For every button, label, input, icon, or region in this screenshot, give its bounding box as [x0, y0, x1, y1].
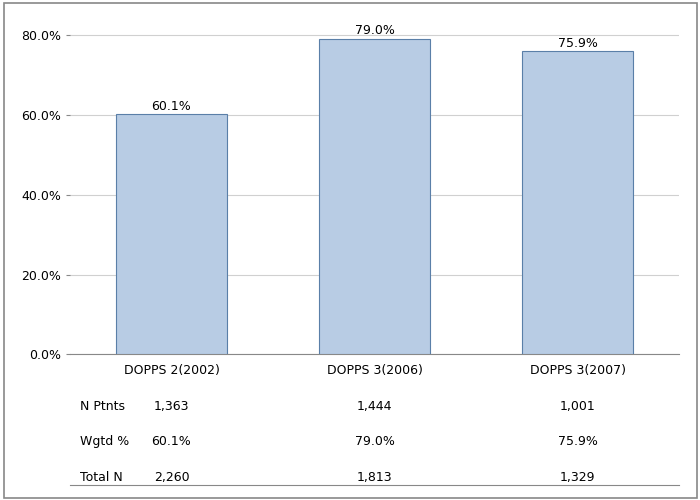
- Text: 1,813: 1,813: [357, 470, 392, 484]
- Text: DOPPS 3(2006): DOPPS 3(2006): [327, 364, 422, 376]
- Text: 60.1%: 60.1%: [152, 100, 191, 113]
- Text: 1,001: 1,001: [559, 400, 596, 413]
- Text: 1,329: 1,329: [560, 470, 595, 484]
- Text: 60.1%: 60.1%: [152, 436, 191, 448]
- Text: 1,444: 1,444: [357, 400, 392, 413]
- Bar: [522, 52, 634, 354]
- Text: 1,363: 1,363: [154, 400, 189, 413]
- Text: DOPPS 3(2007): DOPPS 3(2007): [529, 364, 626, 376]
- Text: 75.9%: 75.9%: [558, 436, 597, 448]
- Text: Total N: Total N: [80, 470, 123, 484]
- Text: 2,260: 2,260: [154, 470, 189, 484]
- Text: Wgtd %: Wgtd %: [80, 436, 130, 448]
- Text: 79.0%: 79.0%: [355, 436, 394, 448]
- Text: 75.9%: 75.9%: [558, 36, 597, 50]
- Text: N Ptnts: N Ptnts: [80, 400, 125, 413]
- Bar: [318, 39, 430, 354]
- Bar: [116, 114, 228, 354]
- Text: 79.0%: 79.0%: [355, 24, 394, 38]
- Text: DOPPS 2(2002): DOPPS 2(2002): [124, 364, 219, 376]
